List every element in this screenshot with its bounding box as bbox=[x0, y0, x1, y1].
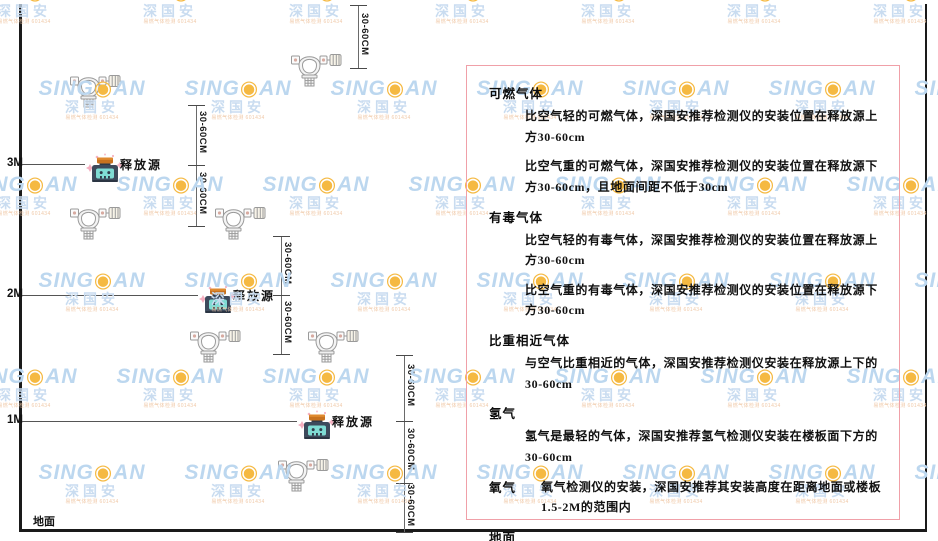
gas-detector bbox=[289, 47, 345, 94]
dimension-tick bbox=[396, 421, 413, 422]
guideline-section-similar-density: 比重相近气体与空气比重相近的气体，深国安推荐检测仪安装在释放源上下的30-60c… bbox=[481, 330, 885, 394]
guideline-section-hydrogen: 氢气 氢气是最轻的气体，深国安推荐氢气检测仪安装在楼板面下方的30-60cm bbox=[481, 403, 885, 467]
gas-detector bbox=[68, 200, 124, 247]
section-heading: 氢气 bbox=[489, 407, 517, 422]
dimension-tick bbox=[396, 532, 413, 533]
section-paragraph: 比空气轻的有毒气体，深国安推荐检测仪的安装位置在释放源上方30-60cm bbox=[525, 232, 878, 268]
dimension-label: 30-60CM bbox=[282, 300, 293, 344]
dimension-rule bbox=[281, 295, 282, 354]
gas-detector-icon bbox=[308, 330, 359, 363]
dimension-tick bbox=[188, 165, 205, 166]
dimension-rule bbox=[358, 5, 359, 68]
dimension-rule bbox=[196, 105, 197, 165]
level-line bbox=[22, 295, 198, 296]
release-source-icon bbox=[86, 153, 123, 182]
dimension-tick bbox=[188, 226, 205, 227]
dimension-tick bbox=[396, 355, 413, 356]
release-source bbox=[297, 409, 337, 447]
release-source bbox=[85, 152, 125, 190]
gas-detector-icon bbox=[70, 75, 121, 108]
section-paragraph: 氧气检测仪的安装，深国安推荐其安装高度在距离地面或楼板1.5-2M的范围内 bbox=[541, 479, 882, 515]
guideline-section-combustible: 可燃气体比空气轻的可燃气体，深国安推荐检测仪的安装位置在释放源上方30-60cm… bbox=[481, 83, 885, 198]
gas-detector bbox=[276, 452, 332, 499]
release-source-label: 释放源 bbox=[120, 158, 163, 172]
guideline-section-oxygen: 氧气 氧气检测仪的安装，深国安推荐其安装高度在距离地面或楼板1.5-2M的范围内 bbox=[489, 477, 885, 518]
level-line bbox=[22, 421, 297, 422]
dimension-tick bbox=[396, 483, 413, 484]
gas-detector-icon bbox=[190, 330, 241, 363]
guideline-section-toxic: 有毒气体比空气轻的有毒气体，深国安推荐检测仪的安装位置在释放源上方30-60cm… bbox=[481, 207, 885, 322]
release-source-icon bbox=[199, 284, 236, 313]
section-heading: 氧气 bbox=[489, 480, 517, 495]
section-paragraph: 氢气是最轻的气体，深国安推荐氢气检测仪安装在楼板面下方的30-60cm bbox=[525, 429, 878, 464]
dimension-tick bbox=[350, 5, 367, 6]
section-heading: 地面 bbox=[489, 530, 517, 541]
axis-label-1m: 1M bbox=[7, 414, 23, 426]
dimension-tick bbox=[273, 354, 290, 355]
guidelines-panel: 可燃气体比空气轻的可燃气体，深国安推荐检测仪的安装位置在释放源上方30-60cm… bbox=[466, 65, 900, 541]
dimension-label: 30-60CM bbox=[282, 241, 293, 285]
dimension-label: 30-60CM bbox=[359, 12, 370, 56]
section-heading: 比重相近气体 bbox=[489, 334, 571, 348]
guideline-section-ground: 地面检测仪地面间距，深国安推荐在30-60cm，且不得小于30cm，因为过低容易… bbox=[481, 527, 885, 541]
level-line bbox=[22, 164, 85, 165]
axis-label-3m: 3M bbox=[7, 157, 23, 169]
section-paragraph: 与空气比重相近的气体，深国安推荐检测仪安装在释放源上下的30-60cm bbox=[525, 356, 878, 391]
section-paragraph: 比空气重的可燃气体，深国安推荐检测仪的安装位置在释放源下方30-60cm，且地面… bbox=[525, 159, 878, 194]
gas-detector-icon bbox=[291, 54, 342, 87]
section-heading: 有毒气体 bbox=[489, 210, 544, 225]
gas-detector bbox=[213, 200, 269, 247]
dimension-label: 30-60CM bbox=[197, 171, 208, 215]
axis-label-2m: 2M bbox=[7, 288, 23, 300]
dimension-rule bbox=[404, 355, 405, 421]
dimension-rule bbox=[196, 165, 197, 226]
dimension-label: 30-60CM bbox=[405, 428, 416, 471]
outer-frame bbox=[19, 4, 927, 532]
gas-detector bbox=[188, 323, 244, 370]
release-source-label: 释放源 bbox=[332, 415, 375, 429]
section-heading: 可燃气体 bbox=[489, 87, 544, 101]
release-source-icon bbox=[298, 410, 335, 439]
dimension-label: 30-60CM bbox=[405, 483, 416, 527]
dimension-rule bbox=[404, 483, 405, 532]
dimension-rule bbox=[281, 236, 282, 295]
section-paragraph: 比空气重的有毒气体，深国安推荐检测仪的安装位置在释放源下方30-60cm bbox=[525, 282, 878, 318]
dimension-tick bbox=[188, 105, 205, 106]
gas-detector-icon bbox=[278, 459, 329, 492]
dimension-rule bbox=[404, 421, 405, 483]
gas-detector-icon bbox=[70, 207, 121, 240]
gas-detector-icon bbox=[215, 207, 266, 240]
outer-frame-right-edge bbox=[925, 4, 927, 532]
release-source bbox=[198, 283, 238, 321]
dimension-tick bbox=[273, 295, 290, 296]
dimension-tick bbox=[273, 236, 290, 237]
ground-label: 地面 bbox=[33, 516, 55, 528]
dimension-label: 30-60CM bbox=[405, 364, 416, 407]
dimension-label: 30-60CM bbox=[197, 111, 208, 154]
section-paragraph: 比空气轻的可燃气体，深国安推荐检测仪的安装位置在释放源上方30-60cm bbox=[525, 109, 878, 144]
release-source-label: 释放源 bbox=[233, 289, 276, 303]
gas-detector bbox=[306, 323, 362, 370]
dimension-tick bbox=[350, 68, 367, 69]
gas-detector bbox=[68, 68, 124, 115]
